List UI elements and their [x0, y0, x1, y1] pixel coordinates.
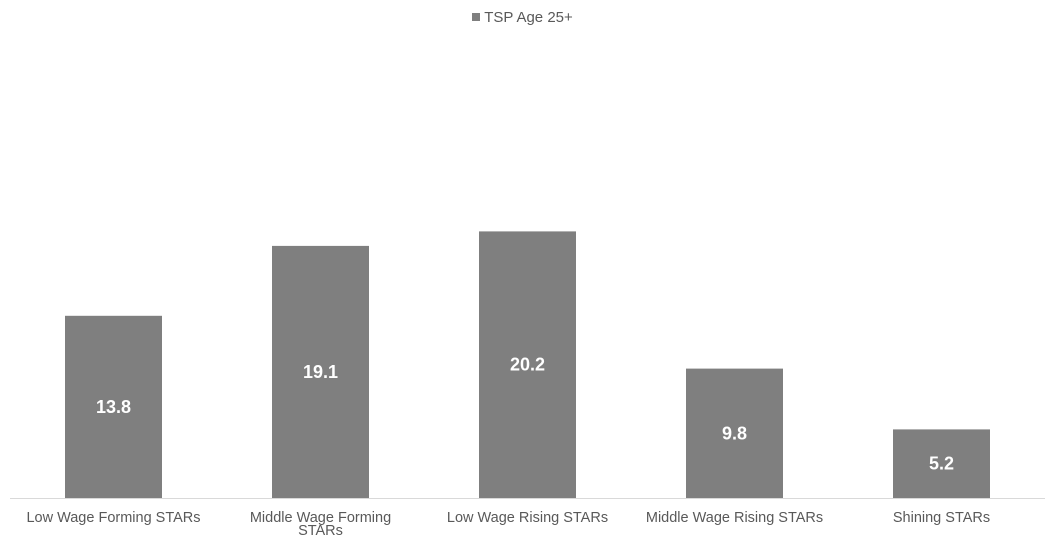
bar-5	[893, 429, 990, 498]
chart-legend: TSP Age 25+	[0, 9, 1045, 26]
bar-4	[686, 368, 783, 498]
bar-3	[479, 231, 576, 498]
x-tick-label-1: Low Wage Forming STARs	[26, 510, 200, 526]
x-tick-label-5: Shining STARs	[893, 510, 990, 526]
data-label-4: 9.8	[722, 423, 747, 443]
legend-swatch	[472, 13, 481, 21]
bar-1	[65, 315, 162, 498]
bars-layer: 13.8 19.1 20.2 9.8 5.2	[65, 231, 990, 498]
data-label-2: 19.1	[303, 362, 338, 382]
data-label-3: 20.2	[510, 355, 545, 375]
data-label-5: 5.2	[929, 454, 954, 474]
labels-layer: Low Wage Forming STARs Middle Wage Formin…	[26, 510, 990, 539]
x-tick-label-3: Low Wage Rising STARs	[447, 510, 608, 526]
x-tick-label-2: Middle Wage Forming STARs	[250, 510, 391, 539]
legend-label: TSP Age 25+	[484, 9, 573, 26]
bar-2	[272, 245, 369, 498]
data-label-1: 13.8	[96, 397, 131, 417]
x-tick-label-4: Middle Wage Rising STARs	[646, 510, 823, 526]
